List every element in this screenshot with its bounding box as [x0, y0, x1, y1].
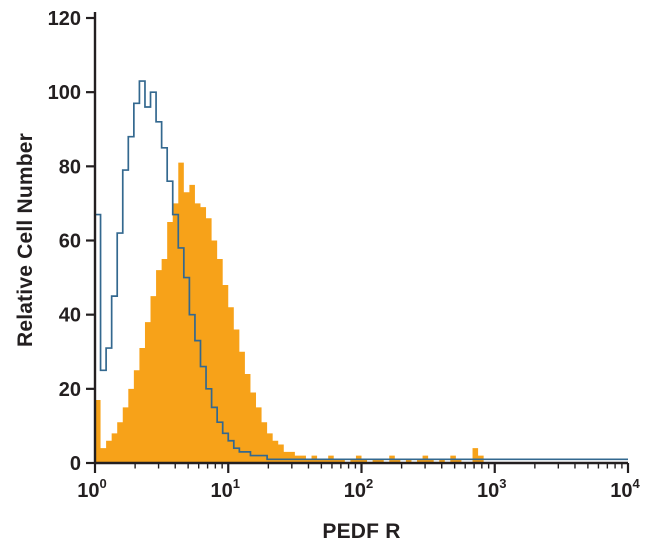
y-tick-label: 120 [48, 8, 81, 30]
y-tick-label: 80 [59, 156, 81, 178]
x-tick-label: 100 [77, 476, 106, 502]
x-tick-label: 104 [610, 476, 640, 502]
x-tick-label: 102 [344, 476, 373, 502]
y-tick-label: 60 [59, 231, 81, 253]
y-axis-label: Relative Cell Number [14, 132, 37, 348]
y-tick-label: 100 [48, 82, 81, 104]
y-tick-label: 0 [70, 453, 81, 475]
x-tick-label: 101 [211, 476, 240, 502]
x-axis-label: PEDF R [322, 520, 401, 543]
x-tick-label: 103 [477, 476, 506, 502]
y-tick-label: 40 [59, 305, 81, 327]
open-blue-histogram [94, 80, 628, 463]
y-tick-label: 20 [59, 379, 81, 401]
filled-orange-histogram [95, 162, 628, 463]
